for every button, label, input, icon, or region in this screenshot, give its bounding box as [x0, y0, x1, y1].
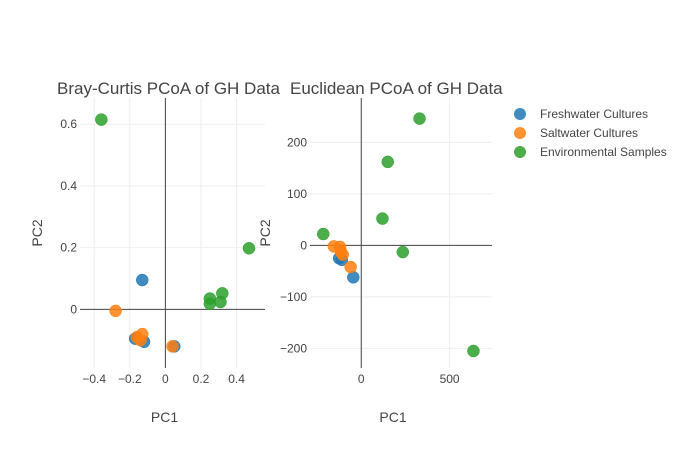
y-axis-title: PC2	[29, 219, 45, 246]
bray-curtis-subplot: −0.4 −0.2 0 0.2 0.4 0 0.2 0.4 0.6 PC1 PC2 Bray-Curt…	[29, 79, 281, 425]
data-point[interactable]	[203, 297, 217, 311]
legend-item[interactable]: Freshwater Cultures	[514, 107, 648, 121]
y-tick-label: −200	[280, 341, 307, 355]
x-tick-label: 500	[440, 372, 460, 386]
x-tick-label: 0.2	[193, 372, 210, 386]
series-environmental-samples	[317, 112, 480, 358]
legend-label: Environmental Samples	[540, 145, 667, 159]
legend[interactable]: Freshwater Cultures Saltwater Cultures Env…	[514, 107, 667, 159]
series-saltwater-cultures	[327, 240, 357, 274]
legend-item[interactable]: Saltwater Cultures	[514, 126, 638, 140]
data-point[interactable]	[381, 155, 394, 169]
data-point[interactable]	[413, 112, 426, 125]
data-point[interactable]	[214, 295, 227, 309]
data-point[interactable]	[334, 245, 348, 258]
legend-marker	[514, 108, 526, 120]
data-point[interactable]	[166, 340, 179, 353]
legend-marker	[514, 146, 526, 158]
x-tick-label: 0	[162, 372, 169, 386]
x-tick-label: 0	[358, 372, 365, 386]
euclidean-subplot: 0 500 −200 −100 0 100 200 PC1 PC2 Euclidean PCoA …	[257, 79, 503, 425]
series-saltwater-cultures	[109, 304, 179, 353]
y-tick-label: 0.6	[60, 117, 77, 131]
data-point[interactable]	[376, 212, 389, 225]
y-tick-label: 0	[70, 302, 77, 316]
y-tick-label: 0.2	[60, 241, 77, 255]
data-point[interactable]	[109, 304, 122, 318]
y-tick-label: −100	[280, 290, 307, 304]
y-axis-title: PC2	[257, 219, 273, 246]
y-tick-label: 100	[287, 187, 307, 201]
data-point[interactable]	[136, 273, 149, 287]
data-point[interactable]	[242, 242, 256, 255]
legend-item[interactable]: Environmental Samples	[514, 145, 667, 159]
series-environmental-samples	[95, 113, 256, 311]
x-axis-title: PC1	[379, 409, 406, 425]
data-point[interactable]	[347, 271, 360, 284]
x-tick-label: 0.4	[228, 372, 245, 386]
data-point[interactable]	[95, 113, 108, 126]
y-tick-label: 0.4	[60, 179, 77, 193]
x-tick-label: −0.2	[118, 372, 142, 386]
subplot-title: Bray-Curtis PCoA of GH Data	[57, 79, 281, 98]
x-axis-title: PC1	[151, 409, 178, 425]
data-point[interactable]	[467, 344, 480, 358]
y-tick-label: 0	[300, 238, 307, 252]
y-tick-label: 200	[287, 135, 307, 149]
x-tick-label: −0.4	[82, 372, 106, 386]
data-point[interactable]	[344, 260, 357, 274]
legend-label: Freshwater Cultures	[540, 107, 648, 121]
legend-marker	[514, 127, 526, 139]
legend-label: Saltwater Cultures	[540, 126, 638, 140]
subplot-title: Euclidean PCoA of GH Data	[290, 79, 503, 98]
data-point[interactable]	[396, 245, 410, 259]
data-point[interactable]	[134, 333, 147, 347]
data-point[interactable]	[317, 227, 330, 241]
